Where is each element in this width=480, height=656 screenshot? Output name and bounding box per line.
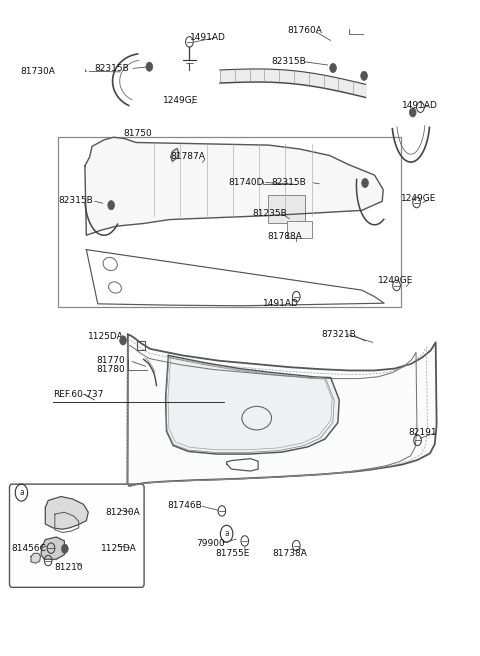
Circle shape xyxy=(146,62,153,72)
Bar xyxy=(287,221,312,238)
Text: 1249GE: 1249GE xyxy=(401,194,437,203)
Text: 81750: 81750 xyxy=(123,129,152,138)
Text: 81788A: 81788A xyxy=(268,232,302,241)
Ellipse shape xyxy=(108,282,121,293)
Text: 81787A: 81787A xyxy=(171,152,205,161)
Text: 1491AD: 1491AD xyxy=(190,33,226,42)
Text: 81456C: 81456C xyxy=(11,544,46,552)
FancyBboxPatch shape xyxy=(10,484,144,587)
Text: 87321B: 87321B xyxy=(321,330,356,339)
Text: 82315B: 82315B xyxy=(271,178,306,187)
Circle shape xyxy=(330,64,336,73)
Text: 81780: 81780 xyxy=(97,365,126,375)
Text: 1491AD: 1491AD xyxy=(263,298,299,308)
Circle shape xyxy=(120,336,126,345)
Polygon shape xyxy=(31,554,40,563)
Text: 81730A: 81730A xyxy=(21,67,55,76)
Text: 81760A: 81760A xyxy=(288,26,323,35)
Text: REF.60-737: REF.60-737 xyxy=(53,390,103,399)
Text: a: a xyxy=(224,529,229,539)
Polygon shape xyxy=(45,497,88,529)
Ellipse shape xyxy=(103,257,117,270)
Text: 1249GE: 1249GE xyxy=(378,276,414,285)
Text: 1125DA: 1125DA xyxy=(88,332,124,341)
Text: 1491AD: 1491AD xyxy=(402,102,438,110)
Bar xyxy=(268,195,305,224)
Text: 81230A: 81230A xyxy=(106,508,140,517)
Polygon shape xyxy=(41,537,64,560)
Bar xyxy=(58,137,401,307)
Polygon shape xyxy=(166,356,339,454)
Text: 81738A: 81738A xyxy=(273,549,307,558)
Text: 81755E: 81755E xyxy=(215,549,250,558)
Circle shape xyxy=(362,178,368,188)
Circle shape xyxy=(108,201,115,210)
Text: 1125DA: 1125DA xyxy=(101,544,136,552)
Text: 81770: 81770 xyxy=(97,356,126,365)
Text: 1249GE: 1249GE xyxy=(163,96,198,105)
Text: 81235B: 81235B xyxy=(252,209,287,218)
Text: 81746B: 81746B xyxy=(168,501,202,510)
Circle shape xyxy=(409,108,416,117)
Text: 82315B: 82315B xyxy=(59,196,94,205)
Text: 82315B: 82315B xyxy=(271,57,306,66)
Text: 81740D: 81740D xyxy=(228,178,264,187)
Polygon shape xyxy=(127,335,437,486)
Text: 82191: 82191 xyxy=(408,428,437,437)
Text: 81210: 81210 xyxy=(55,564,84,572)
Text: 79900: 79900 xyxy=(196,539,225,548)
Text: a: a xyxy=(19,488,24,497)
Circle shape xyxy=(61,544,68,554)
Polygon shape xyxy=(171,148,179,161)
Polygon shape xyxy=(85,137,383,236)
Circle shape xyxy=(361,72,367,81)
Text: 82315B: 82315B xyxy=(95,64,129,73)
